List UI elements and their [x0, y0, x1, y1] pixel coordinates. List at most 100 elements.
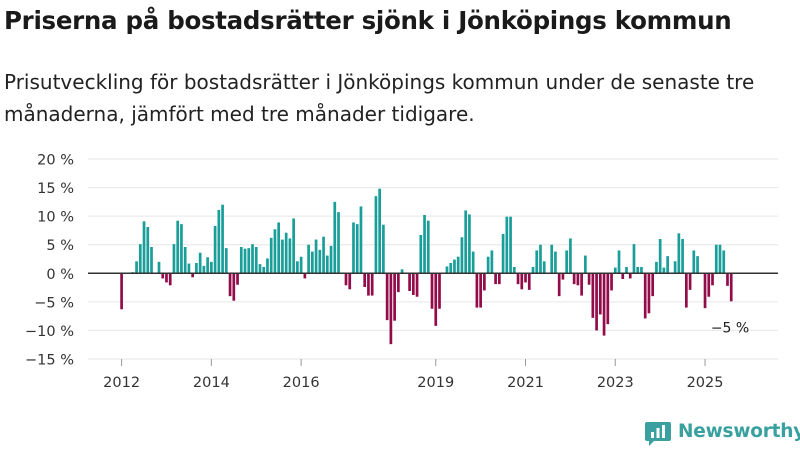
bar [621, 273, 625, 279]
bar [299, 256, 303, 274]
bar [224, 248, 228, 274]
bar [666, 256, 669, 274]
bar [269, 237, 273, 274]
bar [210, 261, 213, 274]
bar [438, 273, 441, 309]
bar [542, 261, 546, 274]
bar [135, 261, 138, 274]
bar [512, 267, 516, 274]
bar [202, 265, 206, 274]
bar [146, 227, 150, 274]
y-tick-label: 5 % [46, 238, 74, 254]
bar [374, 196, 378, 274]
annotations: −5 % [711, 320, 749, 336]
bar [400, 269, 404, 274]
bar [206, 257, 209, 274]
bar [161, 273, 165, 279]
bar [557, 273, 561, 297]
bar [314, 239, 318, 274]
bar [292, 218, 295, 274]
newsworthy-logo-icon [645, 422, 671, 446]
bar [288, 238, 292, 274]
bar [191, 273, 195, 278]
bar [490, 250, 494, 274]
bar [157, 261, 161, 274]
bar [714, 244, 718, 274]
bar [187, 263, 191, 274]
bar [411, 273, 415, 295]
bar [198, 252, 202, 274]
newsworthy-logo-text: Newsworthy [678, 421, 800, 442]
bar [389, 273, 393, 345]
bar [692, 250, 696, 274]
bar [266, 258, 269, 274]
bar [254, 247, 258, 274]
bar [606, 273, 610, 325]
bar [172, 244, 176, 274]
bar [711, 273, 714, 286]
bar [531, 267, 535, 274]
x-axis-ticks: 2012 2014 2016 2019 2021 2023 2025 [103, 359, 723, 391]
x-tick-label: 2014 [193, 375, 230, 391]
bar [150, 247, 153, 274]
x-tick-label: 2021 [507, 375, 544, 391]
bar [569, 238, 572, 274]
bar [165, 273, 168, 283]
bar [456, 256, 460, 274]
bar [236, 273, 239, 285]
bar [677, 233, 681, 274]
bar [479, 273, 482, 308]
bar [550, 244, 554, 274]
bar [378, 188, 382, 274]
bar [576, 273, 580, 286]
bar [251, 244, 254, 274]
bar [281, 239, 284, 274]
y-tick-label: −5 % [34, 295, 74, 311]
y-tick-label: 20 % [37, 153, 74, 169]
bar [640, 267, 643, 274]
bar [284, 232, 288, 274]
x-tick-label: 2012 [103, 375, 140, 391]
bar [426, 220, 430, 274]
bar [561, 273, 565, 280]
bar [610, 273, 613, 291]
bar [673, 261, 677, 274]
x-tick-label: 2023 [597, 375, 634, 391]
bar [382, 224, 385, 274]
bar [707, 273, 711, 297]
bar [505, 216, 509, 274]
bar [415, 273, 419, 297]
bar [195, 263, 198, 274]
x-tick-label: 2019 [417, 375, 454, 391]
bar [584, 255, 587, 274]
bar [445, 266, 449, 274]
bar [183, 247, 187, 274]
bar [625, 267, 628, 274]
y-tick-label: 15 % [37, 181, 74, 197]
bar [722, 250, 726, 274]
bar [527, 273, 531, 290]
bar [221, 204, 224, 274]
bar [464, 210, 468, 274]
bar [595, 273, 598, 331]
bar [258, 264, 262, 274]
bar [430, 273, 434, 309]
bar [337, 212, 340, 274]
x-tick-label: 2025 [687, 375, 724, 391]
bar [367, 273, 370, 296]
bar [262, 267, 266, 274]
bar [325, 255, 329, 274]
bar [419, 235, 423, 274]
bar [423, 215, 426, 274]
bar [598, 273, 602, 315]
bar [273, 229, 277, 274]
bar [408, 273, 411, 291]
bar [449, 263, 453, 274]
bar [355, 224, 359, 274]
bar [142, 221, 146, 274]
bar [524, 273, 527, 283]
bar [647, 273, 651, 314]
bar [460, 237, 464, 274]
bar [643, 273, 647, 319]
bar [217, 209, 221, 274]
